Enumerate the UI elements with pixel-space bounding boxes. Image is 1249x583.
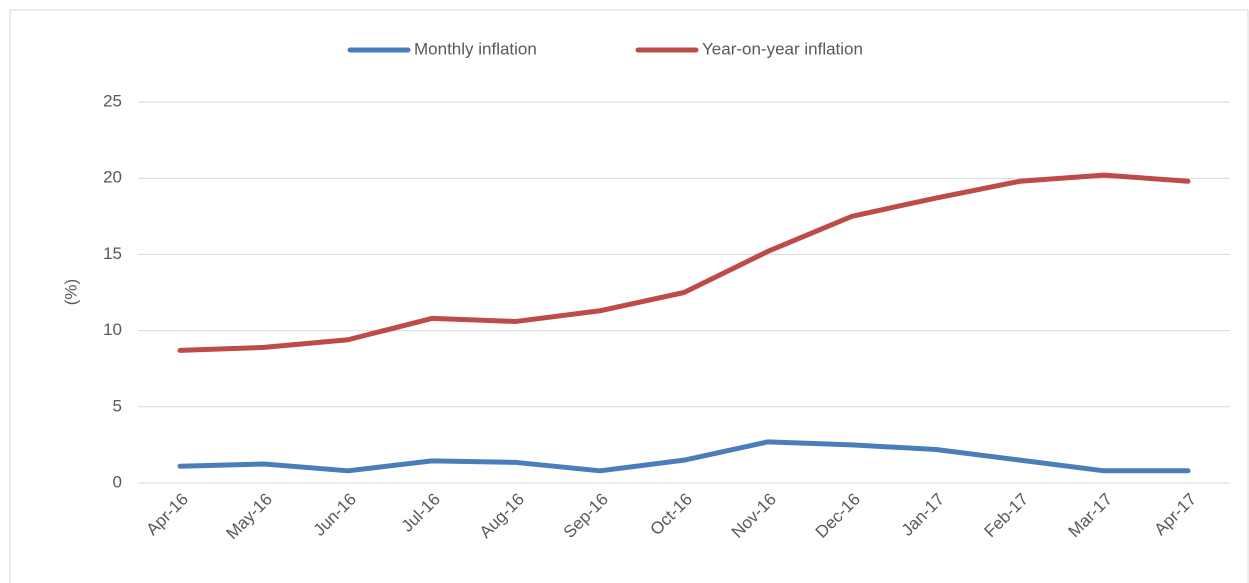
x-tick-label: Feb-17 <box>980 490 1032 542</box>
chart-border <box>9 9 1249 583</box>
x-tick-label: May-16 <box>222 490 276 544</box>
legend-label: Year-on-year inflation <box>702 39 863 58</box>
x-tick-label: Oct-16 <box>646 490 696 540</box>
x-tick-label: Apr-17 <box>1150 490 1200 540</box>
data-line <box>177 439 1191 474</box>
x-tick-label: Jun-16 <box>310 490 360 540</box>
legend-label: Monthly inflation <box>414 39 537 58</box>
y-tick-label: 20 <box>103 168 122 187</box>
x-tick-label: Jul-16 <box>398 490 444 536</box>
y-axis-label: (%) <box>61 279 80 305</box>
y-tick-label: 25 <box>103 91 122 110</box>
x-tick-label: Aug-16 <box>476 490 528 542</box>
y-tick-label: 0 <box>113 472 122 491</box>
x-tick-label: Nov-16 <box>728 490 780 542</box>
y-tick-label: 5 <box>113 396 122 415</box>
x-tick-label: Dec-16 <box>812 490 864 542</box>
x-tick-label: Mar-17 <box>1064 490 1116 542</box>
y-tick-label: 15 <box>103 244 122 263</box>
x-tick-label: Jan-17 <box>898 490 948 540</box>
x-tick-label: Apr-16 <box>142 490 192 540</box>
data-line <box>177 172 1191 353</box>
y-tick-label: 10 <box>103 320 122 339</box>
x-tick-label: Sep-16 <box>560 490 612 542</box>
